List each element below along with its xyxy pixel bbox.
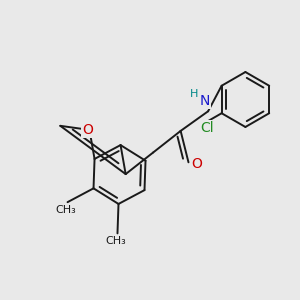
Text: CH₃: CH₃ xyxy=(55,205,76,215)
Text: O: O xyxy=(82,123,93,137)
Text: O: O xyxy=(191,157,202,171)
Text: CH₃: CH₃ xyxy=(105,236,126,246)
Text: H: H xyxy=(190,88,199,99)
Text: N: N xyxy=(200,94,210,109)
Text: Cl: Cl xyxy=(200,121,214,135)
